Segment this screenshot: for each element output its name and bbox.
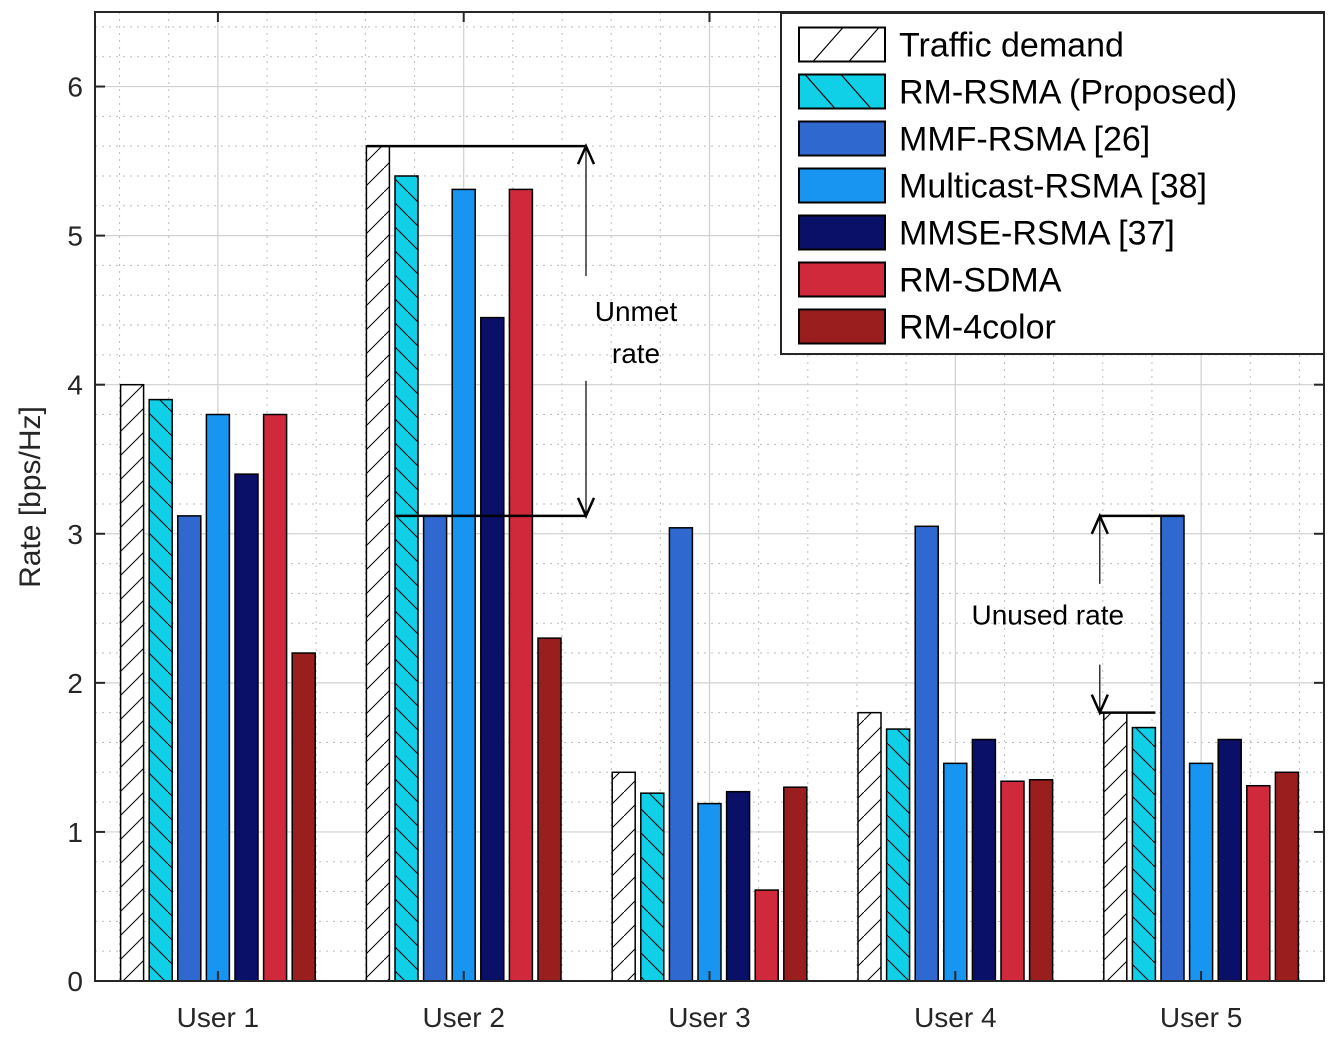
y-tick-label: 4 [67, 370, 83, 401]
y-tick-label: 1 [67, 817, 83, 848]
bar [1188, 762, 1214, 982]
legend-swatch-hatch [804, 74, 872, 109]
legend: Traffic demand RM-RSMA (Proposed) MMF-RSMA… [780, 12, 1325, 355]
legend-label: RM-SDMA [899, 262, 1062, 300]
bar [234, 473, 259, 982]
x-tick-label: User 4 [914, 1002, 996, 1033]
bar-hatch [612, 772, 636, 981]
bar-hatch [858, 712, 881, 981]
bar [971, 738, 997, 982]
y-tick-label: 2 [67, 668, 83, 699]
bar [422, 515, 448, 982]
legend-swatch [798, 214, 886, 251]
annotations: Unmet rate Unused rate [366, 143, 1184, 716]
y-tick-label: 3 [67, 519, 83, 550]
bar-hatch [1132, 727, 1156, 981]
legend-swatch-hatch [812, 27, 880, 62]
bar-hatch [886, 729, 910, 981]
x-tick-label: User 2 [422, 1002, 504, 1033]
bar [1000, 780, 1025, 982]
bar [451, 188, 476, 982]
bar-hatch [395, 175, 418, 981]
bar-hatch [120, 384, 144, 981]
bar-hatch [149, 399, 173, 982]
bar [1028, 778, 1054, 982]
bar [262, 413, 288, 982]
bar [914, 525, 939, 982]
axis-ticks: 0 1 2 3 4 5 6 User 1 User 2 User 3 User 4 User 5 [67, 12, 1324, 1033]
bar [668, 527, 694, 982]
legend-swatch [798, 261, 886, 298]
y-axis-label: Rate [bps/Hz] [14, 406, 47, 588]
bar-hatch [640, 793, 664, 981]
x-tick-label: User 5 [1160, 1002, 1242, 1033]
x-tick-label: User 3 [668, 1002, 750, 1033]
legend-swatch [798, 73, 886, 110]
bar [783, 786, 808, 982]
legend-swatch [798, 308, 886, 345]
y-tick-label: 6 [67, 72, 83, 103]
x-tick-label: User 1 [177, 1002, 259, 1033]
bar [1274, 771, 1300, 982]
annotation-arrowhead [1090, 694, 1109, 716]
bar-hatch [366, 146, 390, 981]
legend-label: MMF-RSMA [26] [899, 121, 1150, 159]
y-tick-label: 0 [67, 966, 83, 997]
bar [1246, 784, 1271, 982]
annotation-arrowhead [1090, 512, 1109, 535]
bar [508, 188, 534, 982]
legend-swatch [798, 120, 886, 157]
legend-label: RM-RSMA (Proposed) [899, 74, 1237, 112]
bar [725, 790, 751, 982]
bar [1160, 515, 1185, 982]
annotation-label: Unused rate [972, 599, 1125, 630]
annotation-label: rate [612, 338, 660, 369]
legend-swatch [798, 167, 886, 204]
legend-label: RM-4color [899, 309, 1056, 347]
bar [537, 637, 562, 982]
bar [205, 413, 231, 982]
annotation-arrowhead [576, 497, 596, 519]
legend-swatch [798, 26, 886, 63]
bar [754, 889, 779, 982]
bar [177, 515, 202, 982]
y-tick-label: 5 [67, 221, 83, 252]
bar [291, 652, 316, 982]
legend-label: MMSE-RSMA [37] [899, 215, 1175, 253]
bar [480, 316, 505, 982]
bar-hatch [1103, 712, 1127, 981]
legend-label: Traffic demand [899, 27, 1124, 65]
bar [943, 762, 968, 982]
bar [697, 802, 722, 982]
annotation-label: Unmet [595, 296, 678, 327]
bars [119, 145, 1300, 982]
bar [1217, 738, 1242, 982]
annotation-arrowhead [576, 143, 596, 165]
legend-label: Multicast-RSMA [38] [899, 168, 1207, 206]
